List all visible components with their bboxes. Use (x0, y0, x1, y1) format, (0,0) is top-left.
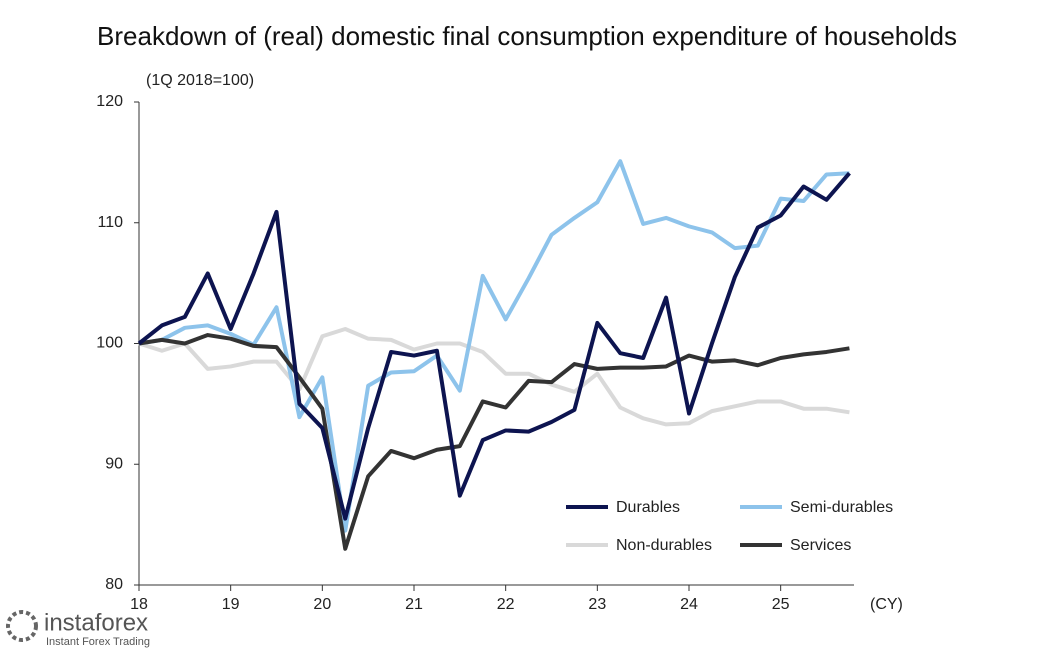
series-line (138, 327, 850, 427)
watermark: instaforex Instant Forex Trading (0, 606, 180, 651)
x-tick-label: 19 (222, 596, 240, 613)
legend-label: Non-durables (616, 537, 712, 554)
legend-label: Semi-durables (790, 499, 893, 516)
y-tick-label: 120 (96, 93, 123, 110)
legend-label: Durables (616, 499, 680, 516)
y-axis-label: (1Q 2018=100) (146, 72, 254, 89)
series-line (138, 159, 850, 533)
x-tick-label: 21 (405, 596, 423, 613)
y-tick-label: 100 (96, 335, 123, 352)
y-tick-label: 80 (105, 576, 123, 593)
series-line (137, 171, 851, 521)
y-tick-label: 90 (105, 455, 123, 472)
x-tick-label: 25 (772, 596, 790, 613)
chart-title: Breakdown of (real) domestic final consu… (97, 21, 957, 51)
y-tick-label: 110 (97, 214, 123, 231)
x-tick-label: 22 (497, 596, 515, 613)
x-tick-label: 18 (130, 596, 148, 613)
x-axis-label: (CY) (870, 596, 903, 613)
series-line (138, 333, 850, 551)
legend-label: Services (790, 537, 851, 554)
x-tick-label: 20 (313, 596, 331, 613)
watermark-text: instaforex (44, 609, 148, 636)
watermark-subtext: Instant Forex Trading (46, 636, 150, 648)
watermark-icon (6, 610, 38, 642)
x-tick-label: 24 (680, 596, 698, 613)
x-tick-label: 23 (588, 596, 606, 613)
